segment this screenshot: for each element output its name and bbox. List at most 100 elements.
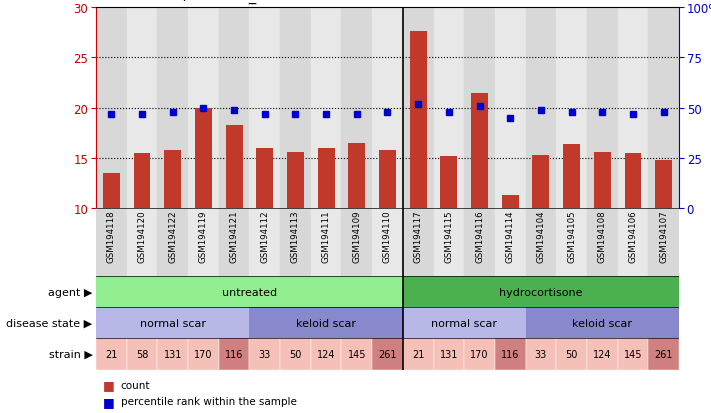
Bar <box>440 157 457 209</box>
Bar <box>434 339 464 370</box>
Bar <box>372 209 403 277</box>
Bar <box>311 8 341 209</box>
Text: 261: 261 <box>378 349 397 359</box>
Bar <box>618 339 648 370</box>
Bar <box>403 8 434 209</box>
Bar <box>164 150 181 209</box>
Bar <box>372 8 403 209</box>
Bar <box>587 339 618 370</box>
Bar <box>495 209 525 277</box>
Bar <box>525 209 556 277</box>
Bar <box>410 32 427 209</box>
Text: 21: 21 <box>105 349 117 359</box>
Bar <box>250 209 280 277</box>
Bar <box>624 154 641 209</box>
Text: GDS3071 / 243540_at: GDS3071 / 243540_at <box>110 0 271 4</box>
Bar <box>341 209 372 277</box>
Bar <box>96 339 127 370</box>
Text: GSM194117: GSM194117 <box>414 210 422 262</box>
Bar <box>280 339 311 370</box>
Bar <box>341 8 372 209</box>
Bar <box>556 209 587 277</box>
Bar <box>525 8 556 209</box>
Bar <box>311 339 341 370</box>
Text: 116: 116 <box>225 349 243 359</box>
Text: GSM194122: GSM194122 <box>169 210 177 262</box>
Text: 58: 58 <box>136 349 148 359</box>
Text: 261: 261 <box>654 349 673 359</box>
Bar <box>250 8 280 209</box>
Text: 145: 145 <box>348 349 366 359</box>
Bar <box>525 339 556 370</box>
Bar <box>318 148 335 209</box>
Bar <box>188 209 219 277</box>
Text: strain ▶: strain ▶ <box>48 349 92 359</box>
Text: GSM194119: GSM194119 <box>199 210 208 262</box>
Bar <box>127 339 157 370</box>
Bar <box>464 339 495 370</box>
Bar <box>250 308 403 339</box>
Bar <box>348 143 365 209</box>
Bar <box>587 209 618 277</box>
Bar <box>195 109 212 209</box>
Bar <box>96 277 403 308</box>
Text: GSM194116: GSM194116 <box>475 210 484 262</box>
Bar <box>403 308 525 339</box>
Bar <box>103 173 119 209</box>
Bar <box>250 339 280 370</box>
Bar <box>287 152 304 209</box>
Text: GSM194112: GSM194112 <box>260 210 269 262</box>
Bar <box>157 8 188 209</box>
Bar <box>134 154 151 209</box>
Bar <box>533 155 550 209</box>
Bar <box>656 161 672 209</box>
Text: 116: 116 <box>501 349 520 359</box>
Text: 124: 124 <box>593 349 611 359</box>
Text: GSM194110: GSM194110 <box>383 210 392 262</box>
Bar <box>403 209 434 277</box>
Bar <box>372 339 403 370</box>
Bar <box>219 209 250 277</box>
Text: 131: 131 <box>439 349 458 359</box>
Bar <box>556 8 587 209</box>
Text: hydrocortisone: hydrocortisone <box>499 287 583 297</box>
Bar <box>157 339 188 370</box>
Bar <box>403 339 434 370</box>
Text: normal scar: normal scar <box>139 318 205 328</box>
Text: 131: 131 <box>164 349 182 359</box>
Text: keloid scar: keloid scar <box>572 318 632 328</box>
Bar <box>495 339 525 370</box>
Text: GSM194106: GSM194106 <box>629 210 638 262</box>
Bar <box>219 8 250 209</box>
Bar <box>280 209 311 277</box>
Text: 33: 33 <box>535 349 547 359</box>
Bar <box>188 8 219 209</box>
Text: GSM194120: GSM194120 <box>137 210 146 262</box>
Text: 50: 50 <box>289 349 301 359</box>
Bar <box>556 339 587 370</box>
Text: agent ▶: agent ▶ <box>48 287 92 297</box>
Bar <box>225 126 242 209</box>
Bar <box>280 8 311 209</box>
Text: 170: 170 <box>194 349 213 359</box>
Text: GSM194115: GSM194115 <box>444 210 454 262</box>
Bar <box>379 150 396 209</box>
Bar <box>96 308 250 339</box>
Bar <box>471 93 488 209</box>
Text: GSM194109: GSM194109 <box>353 210 361 262</box>
Text: GSM194108: GSM194108 <box>598 210 606 262</box>
Bar <box>587 8 618 209</box>
Text: 50: 50 <box>565 349 578 359</box>
Text: untreated: untreated <box>222 287 277 297</box>
Text: percentile rank within the sample: percentile rank within the sample <box>121 396 296 406</box>
Bar <box>464 8 495 209</box>
Text: normal scar: normal scar <box>431 318 497 328</box>
Text: ■: ■ <box>103 395 115 408</box>
Text: 124: 124 <box>317 349 336 359</box>
Text: 21: 21 <box>412 349 424 359</box>
Bar <box>648 339 679 370</box>
Bar <box>96 8 127 209</box>
Text: 33: 33 <box>259 349 271 359</box>
Bar <box>464 209 495 277</box>
Bar <box>525 308 679 339</box>
